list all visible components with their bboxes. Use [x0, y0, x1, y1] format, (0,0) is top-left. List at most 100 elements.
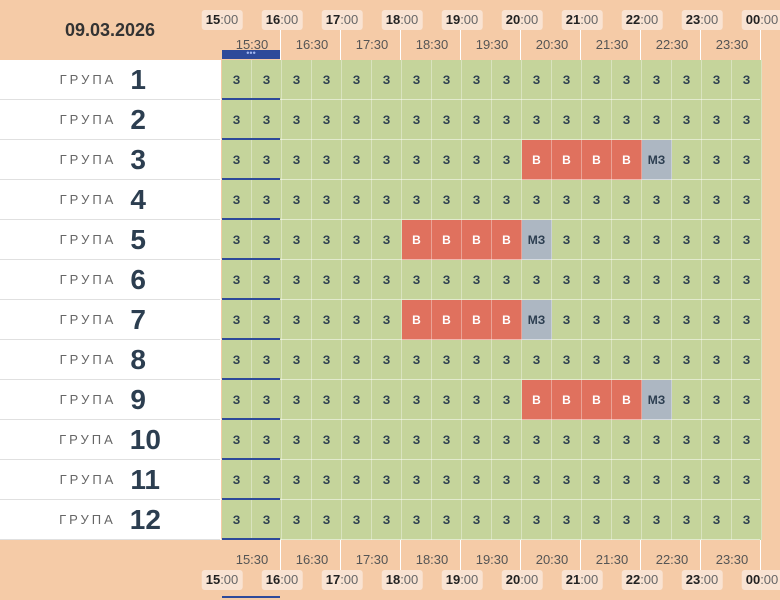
slot-cell[interactable]: З: [672, 180, 702, 220]
slot-cell[interactable]: З: [312, 380, 342, 420]
slot-cell[interactable]: З: [402, 180, 432, 220]
group-label[interactable]: ГРУПА 4: [0, 180, 220, 220]
slot-cell[interactable]: З: [732, 100, 762, 140]
slot-cell[interactable]: З: [522, 420, 552, 460]
slot-cell[interactable]: В: [582, 140, 612, 180]
slot-cell[interactable]: З: [672, 140, 702, 180]
slot-cell[interactable]: З: [642, 180, 672, 220]
slot-cell[interactable]: В: [462, 220, 492, 260]
slot-cell[interactable]: В: [522, 380, 552, 420]
slot-cell[interactable]: З: [612, 60, 642, 100]
slot-cell[interactable]: З: [402, 460, 432, 500]
slot-cell[interactable]: З: [252, 180, 282, 220]
slot-cell[interactable]: З: [222, 260, 252, 300]
group-label[interactable]: ГРУПА 5: [0, 220, 220, 260]
slot-cell[interactable]: З: [642, 100, 672, 140]
slot-cell[interactable]: З: [342, 140, 372, 180]
slot-cell[interactable]: З: [552, 260, 582, 300]
slot-cell[interactable]: З: [252, 220, 282, 260]
slot-cell[interactable]: З: [342, 380, 372, 420]
slot-cell[interactable]: З: [252, 100, 282, 140]
slot-cell[interactable]: З: [582, 460, 612, 500]
slot-cell[interactable]: З: [582, 60, 612, 100]
slot-cell[interactable]: З: [582, 500, 612, 540]
slot-cell[interactable]: З: [282, 100, 312, 140]
slot-cell[interactable]: З: [432, 140, 462, 180]
slot-cell[interactable]: З: [522, 180, 552, 220]
slot-cell[interactable]: З: [672, 420, 702, 460]
slot-cell[interactable]: З: [312, 420, 342, 460]
slot-cell[interactable]: З: [672, 380, 702, 420]
slot-cell[interactable]: З: [462, 460, 492, 500]
slot-cell[interactable]: В: [492, 220, 522, 260]
slot-cell[interactable]: З: [222, 180, 252, 220]
slot-cell[interactable]: З: [672, 500, 702, 540]
slot-cell[interactable]: В: [612, 380, 642, 420]
slot-cell[interactable]: З: [552, 340, 582, 380]
slot-cell[interactable]: З: [312, 500, 342, 540]
slot-cell[interactable]: З: [552, 420, 582, 460]
slot-cell[interactable]: З: [462, 140, 492, 180]
slot-cell[interactable]: З: [552, 180, 582, 220]
slot-cell[interactable]: З: [672, 60, 702, 100]
group-label[interactable]: ГРУПА 8: [0, 340, 220, 380]
slot-cell[interactable]: З: [612, 500, 642, 540]
slot-cell[interactable]: З: [552, 100, 582, 140]
slot-cell[interactable]: МЗ: [642, 140, 672, 180]
slot-cell[interactable]: З: [252, 340, 282, 380]
slot-cell[interactable]: З: [222, 140, 252, 180]
group-label[interactable]: ГРУПА 10: [0, 420, 220, 460]
slot-cell[interactable]: З: [492, 140, 522, 180]
slot-cell[interactable]: З: [702, 260, 732, 300]
slot-cell[interactable]: З: [432, 340, 462, 380]
slot-cell[interactable]: З: [282, 260, 312, 300]
slot-cell[interactable]: З: [462, 380, 492, 420]
slot-cell[interactable]: З: [522, 60, 552, 100]
slot-cell[interactable]: В: [582, 380, 612, 420]
slot-cell[interactable]: З: [372, 60, 402, 100]
slot-cell[interactable]: З: [732, 460, 762, 500]
slot-cell[interactable]: З: [642, 340, 672, 380]
slot-cell[interactable]: З: [642, 220, 672, 260]
slot-cell[interactable]: З: [312, 180, 342, 220]
slot-cell[interactable]: З: [312, 460, 342, 500]
slot-cell[interactable]: В: [552, 140, 582, 180]
slot-cell[interactable]: З: [702, 460, 732, 500]
slot-cell[interactable]: З: [702, 500, 732, 540]
slot-cell[interactable]: З: [252, 140, 282, 180]
slot-cell[interactable]: З: [612, 300, 642, 340]
slot-cell[interactable]: З: [432, 60, 462, 100]
slot-cell[interactable]: З: [342, 220, 372, 260]
group-label[interactable]: ГРУПА 9: [0, 380, 220, 420]
slot-cell[interactable]: З: [222, 60, 252, 100]
slot-cell[interactable]: З: [432, 260, 462, 300]
slot-cell[interactable]: З: [582, 420, 612, 460]
slot-cell[interactable]: З: [522, 260, 552, 300]
slot-cell[interactable]: З: [672, 340, 702, 380]
slot-cell[interactable]: З: [342, 180, 372, 220]
slot-cell[interactable]: З: [222, 100, 252, 140]
slot-cell[interactable]: З: [402, 340, 432, 380]
slot-cell[interactable]: З: [282, 180, 312, 220]
slot-cell[interactable]: З: [222, 380, 252, 420]
slot-cell[interactable]: З: [612, 220, 642, 260]
slot-cell[interactable]: В: [612, 140, 642, 180]
slot-cell[interactable]: З: [642, 260, 672, 300]
slot-cell[interactable]: З: [492, 500, 522, 540]
group-label[interactable]: ГРУПА 12: [0, 500, 220, 540]
group-label[interactable]: ГРУПА 6: [0, 260, 220, 300]
slot-cell[interactable]: З: [462, 500, 492, 540]
slot-cell[interactable]: В: [462, 300, 492, 340]
slot-cell[interactable]: З: [282, 500, 312, 540]
slot-cell[interactable]: З: [702, 220, 732, 260]
slot-cell[interactable]: В: [552, 380, 582, 420]
slot-cell[interactable]: З: [252, 260, 282, 300]
group-label[interactable]: ГРУПА 11: [0, 460, 220, 500]
slot-cell[interactable]: З: [612, 180, 642, 220]
slot-cell[interactable]: З: [522, 100, 552, 140]
slot-cell[interactable]: З: [342, 300, 372, 340]
slot-cell[interactable]: З: [642, 500, 672, 540]
slot-cell[interactable]: З: [462, 340, 492, 380]
slot-cell[interactable]: З: [642, 300, 672, 340]
slot-cell[interactable]: З: [582, 260, 612, 300]
